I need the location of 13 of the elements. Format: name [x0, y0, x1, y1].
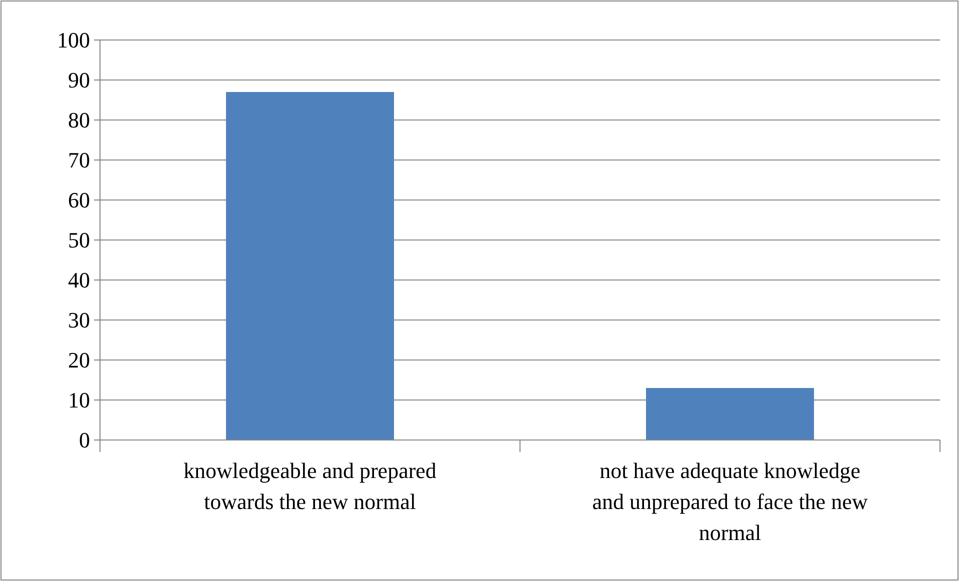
y-tick-label: 30: [68, 308, 90, 333]
y-tick-label: 70: [68, 148, 90, 173]
y-tick-label: 100: [57, 28, 90, 53]
x-tick-label: knowledgeable and prepared towards the new normal: [184, 458, 436, 514]
x-tick-label: not have adequate knowledge and unprepared to face the new normal: [592, 458, 868, 545]
y-tick-label: 90: [68, 68, 90, 93]
y-tick-label: 0: [79, 428, 90, 453]
y-tick-label: 80: [68, 108, 90, 133]
y-tick-label: 40: [68, 268, 90, 293]
y-tick-label: 10: [68, 388, 90, 413]
y-tick-label: 50: [68, 228, 90, 253]
y-tick-label: 20: [68, 348, 90, 373]
y-tick-label: 60: [68, 188, 90, 213]
